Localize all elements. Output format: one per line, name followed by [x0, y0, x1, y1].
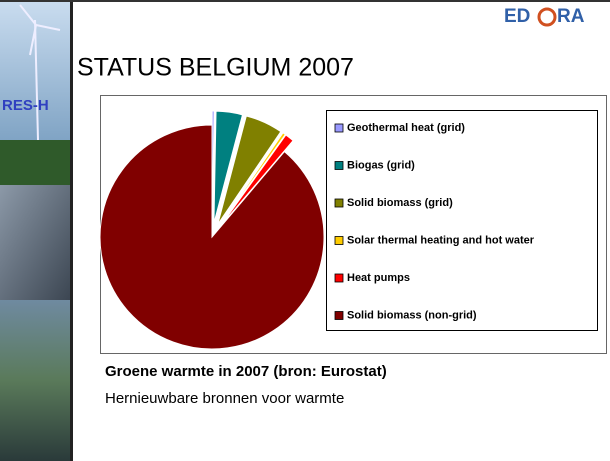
- legend-swatch: [334, 123, 344, 133]
- legend-swatch: [334, 311, 344, 320]
- legend-box: [326, 110, 598, 331]
- legend-swatch: [334, 161, 344, 170]
- pie-slice: [219, 132, 286, 226]
- slide-title: STATUS BELGIUM 2007: [77, 54, 354, 82]
- legend-label: Biogas (grid): [347, 159, 415, 171]
- pie-slice: [99, 124, 325, 350]
- pie: [99, 110, 325, 350]
- side-photos: [0, 2, 73, 461]
- side-label: RES-H: [2, 97, 49, 114]
- legend-swatch: [334, 198, 344, 208]
- legend-swatch: [334, 236, 344, 245]
- logo-right: RA: [557, 6, 585, 27]
- caption: Groene warmte in 2007 (bron: Eurostat): [105, 363, 387, 380]
- legend-label: Heat pumps: [347, 272, 410, 284]
- logo-icon: [537, 7, 557, 27]
- legend-swatch: [334, 273, 344, 283]
- legend-label: Solar thermal heating and hot water: [347, 234, 535, 246]
- pie-slice: [217, 115, 282, 225]
- pie-slice: [211, 110, 215, 224]
- pie-slice: [220, 134, 294, 227]
- legend-label: Geothermal heat (grid): [347, 122, 465, 134]
- subcaption: Hernieuwbare bronnen voor warmte: [105, 390, 344, 407]
- legend-label: Solid biomass (non-grid): [347, 309, 477, 321]
- legend-label: Solid biomass (grid): [347, 197, 453, 209]
- pie-slice: [213, 110, 244, 224]
- logo-left: ED: [504, 6, 530, 27]
